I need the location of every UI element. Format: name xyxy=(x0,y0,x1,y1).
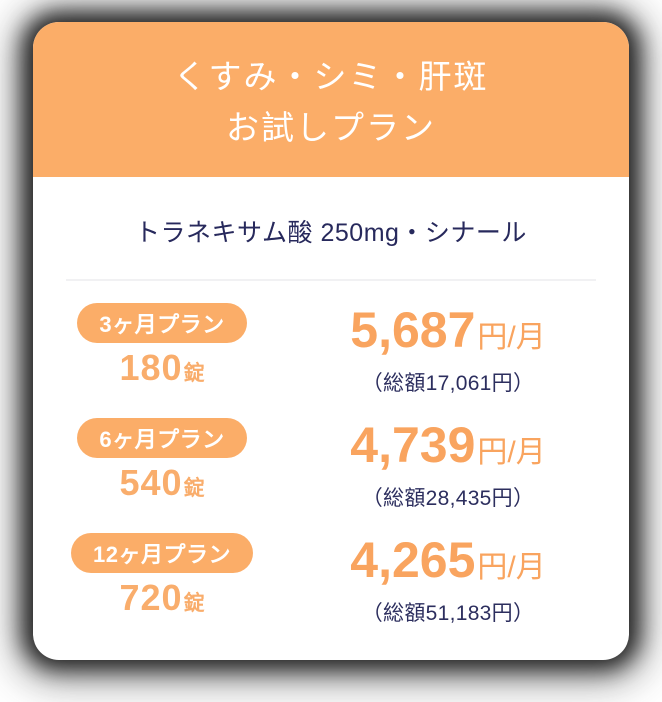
plan-quantity-unit: 錠 xyxy=(183,592,205,615)
plan-price-number: 4,739 xyxy=(350,417,476,473)
plan-left-column: 6ヶ月プラン 540錠 xyxy=(33,418,285,501)
plan-total-price: （総額51,183円） xyxy=(361,602,535,625)
plan-price-unit: 円/月 xyxy=(477,321,546,354)
plan-monthly-price: 4,265円/月 xyxy=(350,535,545,585)
plan-price-number: 4,265 xyxy=(350,532,476,588)
plan-monthly-price: 5,687円/月 xyxy=(350,305,545,355)
plan-total-price: （総額17,061円） xyxy=(361,372,535,395)
section-divider xyxy=(66,279,596,281)
plan-row[interactable]: 3ヶ月プラン 180錠 5,687円/月 （総額17,061円） xyxy=(33,303,629,418)
plan-price-number: 5,687 xyxy=(350,302,476,358)
plan-right-column: 4,739円/月 （総額28,435円） xyxy=(285,418,629,512)
plan-price-unit: 円/月 xyxy=(477,551,546,584)
plan-row[interactable]: 6ヶ月プラン 540錠 4,739円/月 （総額28,435円） xyxy=(33,418,629,533)
plan-left-column: 3ヶ月プラン 180錠 xyxy=(33,303,285,386)
plan-duration-badge[interactable]: 12ヶ月プラン xyxy=(71,533,253,573)
plan-quantity-unit: 錠 xyxy=(183,362,205,385)
plan-left-column: 12ヶ月プラン 720錠 xyxy=(33,533,285,616)
plan-quantity-unit: 錠 xyxy=(183,477,205,500)
plan-duration-badge[interactable]: 6ヶ月プラン xyxy=(77,418,247,458)
plan-right-column: 5,687円/月 （総額17,061円） xyxy=(285,303,629,397)
plan-duration-badge[interactable]: 3ヶ月プラン xyxy=(77,303,247,343)
pricing-card: くすみ・シミ・肝斑 お試しプラン トラネキサム酸 250mg・シナール 3ヶ月プ… xyxy=(33,22,629,660)
plan-row[interactable]: 12ヶ月プラン 720錠 4,265円/月 （総額51,183円） xyxy=(33,533,629,648)
plan-list: 3ヶ月プラン 180錠 5,687円/月 （総額17,061円） 6ヶ月プラン xyxy=(33,281,629,648)
plan-price-unit: 円/月 xyxy=(477,436,546,469)
subtitle-section: トラネキサム酸 250mg・シナール xyxy=(33,177,629,281)
plan-quantity: 540錠 xyxy=(119,465,204,501)
plan-total-price: （総額28,435円） xyxy=(361,487,535,510)
card-title-line-1: くすみ・シミ・肝斑 xyxy=(173,57,489,95)
plan-quantity: 720錠 xyxy=(119,580,204,616)
plan-quantity-number: 180 xyxy=(119,347,183,388)
plan-quantity-number: 540 xyxy=(119,462,183,503)
card-header: くすみ・シミ・肝斑 お試しプラン xyxy=(33,22,629,177)
plan-monthly-price: 4,739円/月 xyxy=(350,420,545,470)
plan-quantity-number: 720 xyxy=(119,577,183,618)
card-title-line-2: お試しプラン xyxy=(226,108,436,146)
medication-subtitle: トラネキサム酸 250mg・シナール xyxy=(135,219,527,247)
plan-quantity: 180錠 xyxy=(119,350,204,386)
plan-right-column: 4,265円/月 （総額51,183円） xyxy=(285,533,629,627)
